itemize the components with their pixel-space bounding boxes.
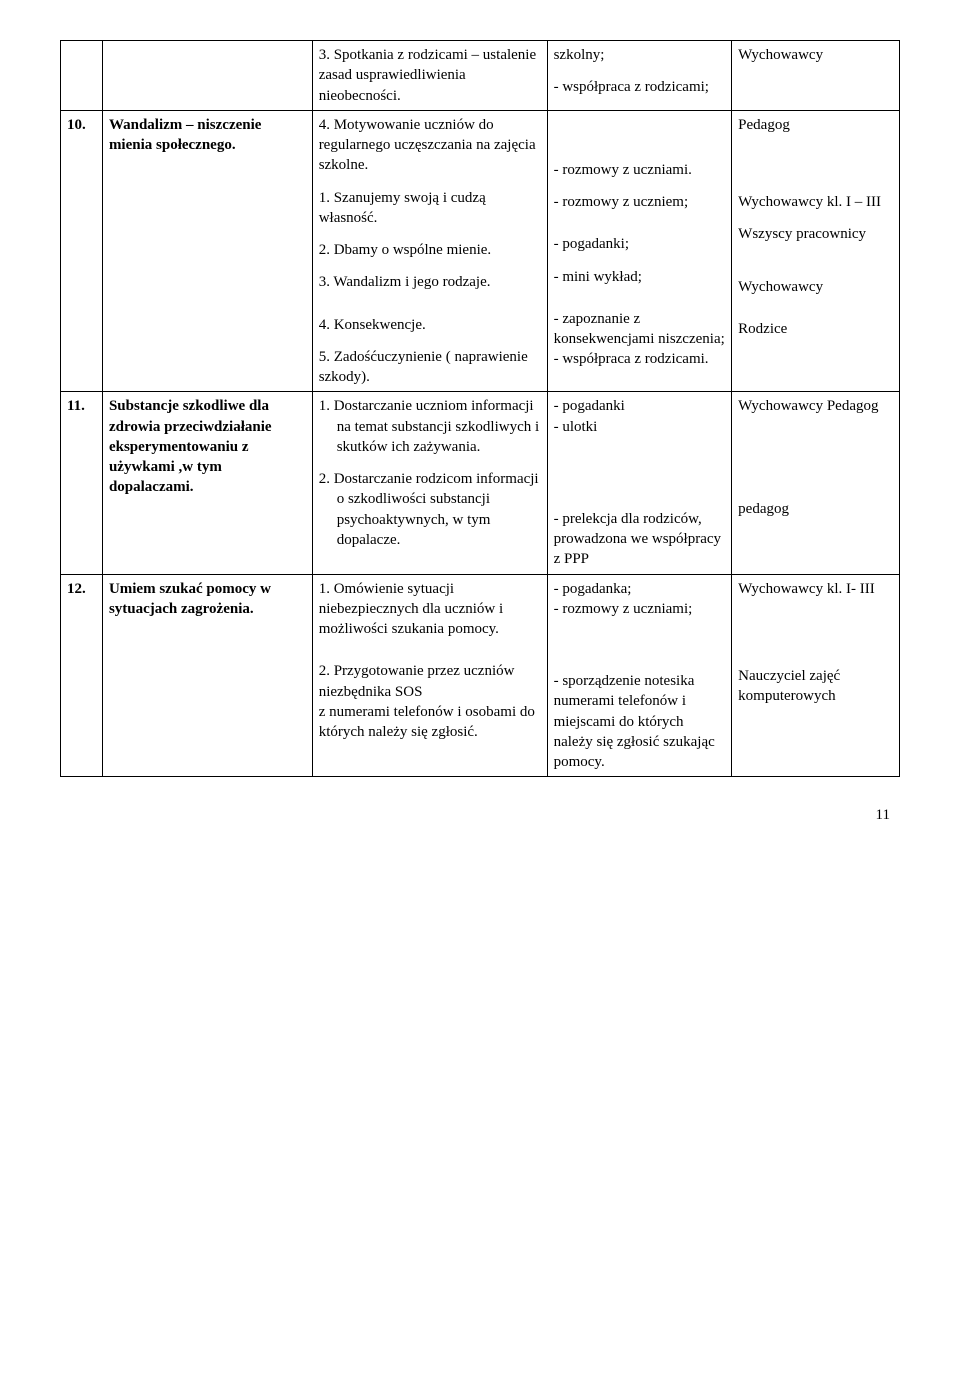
cell-topic: [102, 41, 312, 111]
cell-topic: Wandalizm – niszczenie mienia społeczneg…: [102, 110, 312, 392]
cell-responsible: Wychowawcy: [732, 41, 900, 111]
text: - rozmowy z uczniami.: [554, 160, 726, 180]
text: 3. Wandalizm i jego rodzaje.: [319, 272, 541, 292]
cell-responsible: Wychowawcy Pedagog pedagog: [732, 392, 900, 574]
cell-num: 11.: [61, 392, 103, 574]
text: 4. Konsekwencje.: [319, 315, 541, 335]
text: szkolny;: [554, 45, 726, 65]
cell-methods: - pogadanka; - rozmowy z uczniami; - spo…: [547, 574, 732, 777]
topic-text: Substancje szkodliwe dla zdrowia przeciw…: [109, 398, 272, 495]
cell-responsible: Pedagog Wychowawcy kl. I – III Wszyscy p…: [732, 110, 900, 392]
text: - rozmowy z uczniem;: [554, 192, 726, 212]
program-table: 3. Spotkania z rodzicami – ustalenie zas…: [60, 40, 900, 777]
text: 4. Motywowanie uczniów do regularnego uc…: [319, 115, 541, 176]
text: 1. Szanujemy swoją i cudzą własność.: [319, 188, 541, 229]
topic-text: Wandalizm – niszczenie mienia społeczneg…: [109, 117, 262, 153]
text: - współpraca z rodzicami;: [554, 77, 726, 97]
text: Wychowawcy kl. I – III: [738, 192, 893, 212]
text: Wychowawcy Pedagog: [738, 396, 893, 416]
text: - mini wykład;: [554, 267, 726, 287]
page-number: 11: [60, 807, 900, 824]
cell-methods: - rozmowy z uczniami. - rozmowy z ucznie…: [547, 110, 732, 392]
text: - pogadanki;: [554, 234, 726, 254]
cell-methods: szkolny; - współpraca z rodzicami;: [547, 41, 732, 111]
text: 3. Spotkania z rodzicami – ustalenie zas…: [319, 47, 536, 104]
row-number: 11.: [67, 398, 85, 414]
text: Nauczyciel zajęć komputerowych: [738, 666, 893, 707]
cell-num: 12.: [61, 574, 103, 777]
text: Wszyscy pracownicy: [738, 224, 893, 244]
topic-text: Umiem szukać pomocy w sytuacjach zagroże…: [109, 581, 271, 617]
text: - zapoznanie z konsekwencjami niszczenia…: [554, 309, 726, 370]
cell-activities: 3. Spotkania z rodzicami – ustalenie zas…: [312, 41, 547, 111]
cell-topic: Substancje szkodliwe dla zdrowia przeciw…: [102, 392, 312, 574]
text: 2. Dostarczanie rodzicom informacji o sz…: [319, 469, 541, 550]
text: Wychowawcy: [738, 277, 893, 297]
text: 1. Omówienie sytuacji niebezpiecznych dl…: [319, 579, 541, 640]
table-row: 12. Umiem szukać pomocy w sytuacjach zag…: [61, 574, 900, 777]
text: 1. Dostarczanie uczniom informacji na te…: [319, 396, 541, 457]
text: Rodzice: [738, 319, 893, 339]
cell-methods: - pogadanki - ulotki - prelekcja dla rod…: [547, 392, 732, 574]
cell-activities: 1. Omówienie sytuacji niebezpiecznych dl…: [312, 574, 547, 777]
text: - prelekcja dla rodziców, prowadzona we …: [554, 509, 726, 570]
text: Wychowawcy kl. I- III: [738, 579, 893, 599]
text: Pedagog: [738, 115, 893, 135]
text: Wychowawcy: [738, 47, 823, 63]
table-row: 10. Wandalizm – niszczenie mienia społec…: [61, 110, 900, 392]
cell-responsible: Wychowawcy kl. I- III Nauczyciel zajęć k…: [732, 574, 900, 777]
text: pedagog: [738, 499, 893, 519]
text: - sporządzenie notesika numerami telefon…: [554, 671, 726, 772]
text: 2. Przygotowanie przez uczniów niezbędni…: [319, 661, 541, 742]
cell-num: 10.: [61, 110, 103, 392]
text: - pogadanka; - rozmowy z uczniami;: [554, 579, 726, 620]
text: 5. Zadośćuczynienie ( naprawienie szkody…: [319, 347, 541, 388]
row-number: 12.: [67, 581, 86, 597]
table-row: 3. Spotkania z rodzicami – ustalenie zas…: [61, 41, 900, 111]
row-number: 10.: [67, 117, 86, 133]
cell-activities: 1. Dostarczanie uczniom informacji na te…: [312, 392, 547, 574]
text: 2. Dbamy o wspólne mienie.: [319, 240, 541, 260]
table-row: 11. Substancje szkodliwe dla zdrowia prz…: [61, 392, 900, 574]
text: - pogadanki - ulotki: [554, 396, 726, 437]
cell-num: [61, 41, 103, 111]
cell-topic: Umiem szukać pomocy w sytuacjach zagroże…: [102, 574, 312, 777]
cell-activities: 4. Motywowanie uczniów do regularnego uc…: [312, 110, 547, 392]
